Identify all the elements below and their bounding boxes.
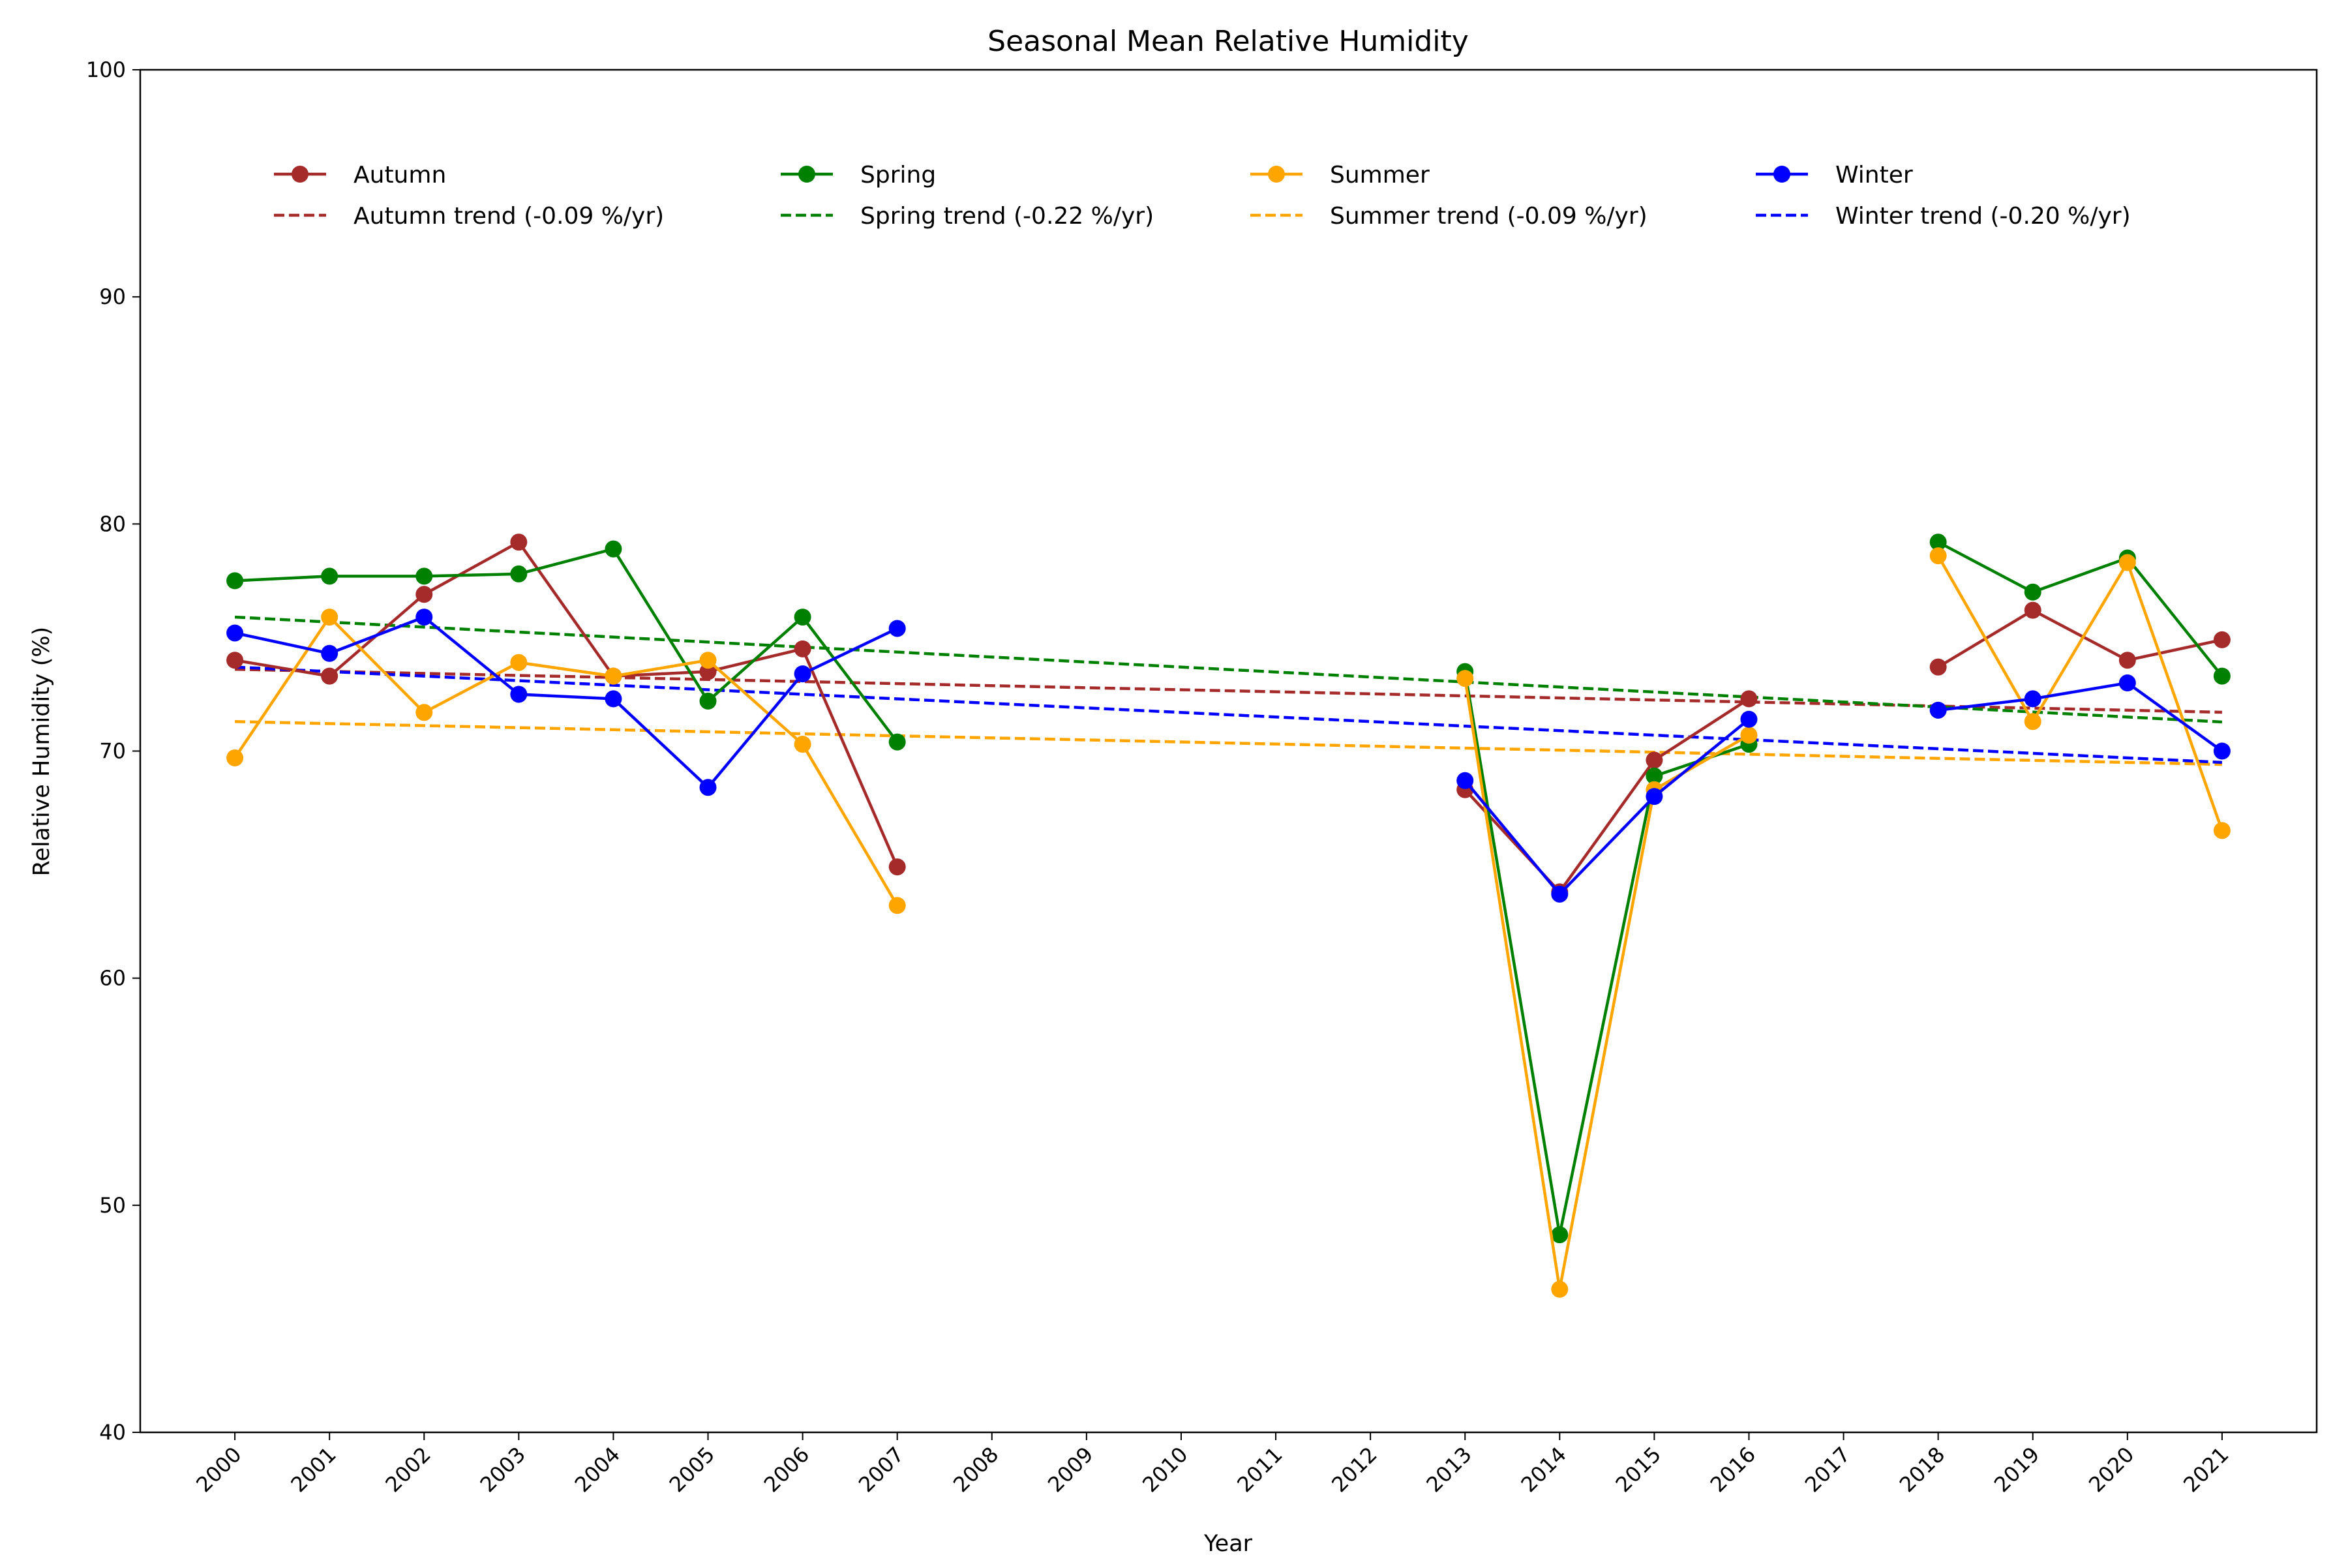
series-line-summer bbox=[1936, 554, 2224, 832]
data-point-summer bbox=[2118, 554, 2136, 571]
data-point-summer bbox=[510, 654, 528, 671]
trend-line-summer bbox=[235, 719, 2222, 766]
data-point-winter bbox=[2024, 690, 2041, 708]
data-point-winter bbox=[1740, 710, 1758, 728]
legend-trend-label-summer: Summer trend (-0.09 %/yr) bbox=[1330, 203, 1648, 230]
data-point-winter bbox=[226, 624, 244, 642]
legend-trend-label-spring: Spring trend (-0.22 %/yr) bbox=[860, 203, 1154, 230]
data-point-autumn bbox=[2213, 631, 2231, 648]
series-line-spring bbox=[1463, 671, 1750, 1237]
data-point-summer bbox=[2024, 713, 2041, 731]
trend-line-winter bbox=[234, 665, 2223, 764]
series-line-winter bbox=[234, 615, 898, 789]
y-tick-label: 80 bbox=[99, 511, 126, 536]
data-point-spring bbox=[2024, 583, 2041, 601]
data-point-spring bbox=[415, 567, 433, 585]
data-point-autumn bbox=[2024, 601, 2041, 619]
legend-label-spring: Spring bbox=[860, 162, 936, 188]
legend-label-winter: Winter bbox=[1835, 162, 1913, 188]
data-point-summer bbox=[226, 749, 244, 766]
series-line-summer bbox=[1463, 678, 1750, 1291]
y-tick-label: 90 bbox=[99, 284, 126, 309]
y-tick-label: 50 bbox=[99, 1193, 126, 1218]
data-point-spring bbox=[1929, 534, 1947, 551]
data-point-summer bbox=[1551, 1280, 1569, 1298]
series-line-autumn bbox=[234, 540, 899, 867]
data-point-autumn bbox=[510, 534, 528, 551]
data-point-winter bbox=[1456, 772, 1474, 789]
trend-line-spring bbox=[234, 615, 2223, 724]
data-point-winter bbox=[605, 690, 622, 708]
data-point-autumn bbox=[2118, 652, 2136, 669]
legend-marker-winter bbox=[1773, 166, 1790, 183]
data-point-spring bbox=[510, 565, 528, 582]
data-point-spring bbox=[1646, 767, 1663, 785]
data-point-spring bbox=[605, 540, 622, 558]
data-point-autumn bbox=[1740, 690, 1758, 708]
data-point-summer bbox=[888, 897, 906, 914]
data-point-autumn bbox=[794, 640, 811, 657]
legend-marker-spring bbox=[798, 166, 815, 183]
data-point-summer bbox=[1929, 547, 1947, 565]
y-tick-label: 70 bbox=[99, 739, 126, 764]
y-axis-label: Relative Humidity (%) bbox=[29, 627, 55, 877]
data-point-winter bbox=[888, 620, 906, 637]
data-point-winter bbox=[510, 686, 528, 703]
data-point-autumn bbox=[1646, 751, 1663, 769]
chart-title: Seasonal Mean Relative Humidity bbox=[987, 25, 1469, 58]
data-point-summer bbox=[605, 667, 622, 685]
data-point-summer bbox=[1740, 727, 1758, 744]
legend-marker-autumn bbox=[292, 166, 309, 183]
data-point-winter bbox=[2118, 674, 2136, 692]
legend-label-autumn: Autumn bbox=[354, 162, 446, 188]
data-point-summer bbox=[2213, 822, 2231, 839]
data-point-winter bbox=[2213, 742, 2231, 760]
data-point-winter bbox=[1551, 885, 1569, 903]
series-line-spring bbox=[1937, 541, 2223, 678]
series-line-spring bbox=[234, 547, 899, 743]
x-axis-label: Year bbox=[1203, 1531, 1253, 1557]
y-tick-label: 100 bbox=[86, 57, 126, 82]
legend-trend-label-winter: Winter trend (-0.20 %/yr) bbox=[1835, 203, 2131, 230]
data-point-summer bbox=[321, 609, 339, 626]
series-line-autumn bbox=[1464, 697, 1750, 894]
data-point-winter bbox=[321, 644, 339, 662]
data-point-spring bbox=[888, 733, 906, 751]
data-point-spring bbox=[699, 692, 717, 710]
data-point-winter bbox=[415, 609, 433, 626]
data-point-summer bbox=[794, 736, 811, 753]
y-tick-label: 40 bbox=[99, 1420, 126, 1445]
legend: Autumn Autumn trend (-0.09 %/yr) Spring Spr… bbox=[274, 162, 2131, 230]
data-point-autumn bbox=[1929, 658, 1947, 676]
data-point-autumn bbox=[415, 586, 433, 603]
y-tick-label: 60 bbox=[99, 966, 126, 991]
data-point-spring bbox=[1551, 1226, 1569, 1244]
series-line-summer bbox=[233, 615, 899, 907]
data-point-winter bbox=[699, 779, 717, 796]
data-point-autumn bbox=[888, 858, 906, 876]
series-line-winter bbox=[1938, 681, 2223, 753]
data-point-autumn bbox=[321, 667, 339, 685]
plot-frame bbox=[139, 68, 2318, 1434]
series-line-winter bbox=[1464, 718, 1750, 896]
data-point-spring bbox=[226, 572, 244, 590]
data-point-spring bbox=[2213, 667, 2231, 685]
data-point-winter bbox=[1646, 788, 1663, 806]
data-point-spring bbox=[321, 567, 339, 585]
data-point-summer bbox=[415, 704, 433, 721]
data-point-summer bbox=[1456, 670, 1474, 687]
data-point-winter bbox=[1929, 701, 1947, 719]
legend-trend-label-autumn: Autumn trend (-0.09 %/yr) bbox=[354, 203, 664, 230]
data-point-spring bbox=[794, 609, 811, 626]
data-point-winter bbox=[794, 665, 811, 683]
legend-marker-summer bbox=[1268, 166, 1285, 183]
data-point-autumn bbox=[226, 652, 244, 669]
legend-label-summer: Summer bbox=[1330, 162, 1430, 188]
data-point-summer bbox=[699, 652, 717, 669]
